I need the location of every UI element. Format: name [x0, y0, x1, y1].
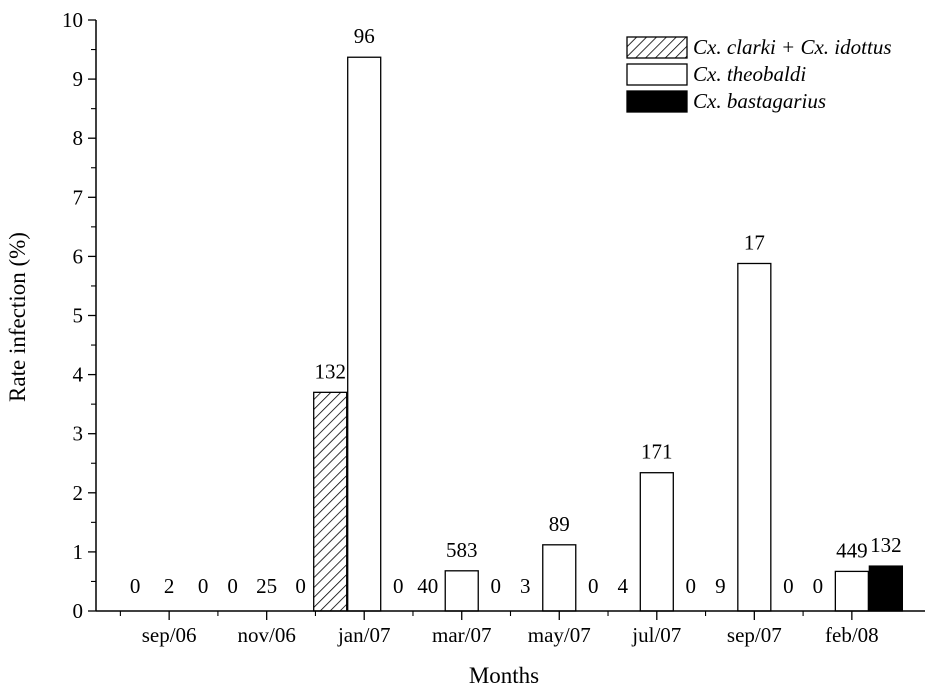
y-tick-label: 4 [73, 363, 84, 387]
data-label: 0 [227, 574, 238, 598]
data-label: 0 [198, 574, 209, 598]
bar [444, 570, 479, 612]
x-axis-title: Months [469, 663, 539, 688]
data-label: 0 [393, 574, 404, 598]
y-tick-label: 8 [73, 126, 84, 150]
x-tick-label: sep/07 [727, 623, 782, 647]
legend-label: Cx. clarki + Cx. idottus [693, 35, 892, 59]
data-label: 17 [744, 230, 765, 254]
bar [639, 472, 674, 612]
data-label: 132 [870, 533, 902, 557]
x-tick-label: feb/08 [825, 623, 879, 647]
y-tick-label: 2 [73, 481, 84, 505]
data-label: 0 [783, 574, 794, 598]
x-tick-label: nov/06 [238, 623, 296, 647]
y-tick-label: 3 [73, 422, 84, 446]
x-tick-label: mar/07 [432, 623, 491, 647]
x-tick-label: jan/07 [337, 623, 391, 647]
y-tick-label: 7 [73, 185, 84, 209]
x-tick-label: sep/06 [142, 623, 197, 647]
y-tick-label: 0 [73, 599, 84, 623]
y-tick-label: 10 [62, 8, 83, 32]
x-tick-label: may/07 [528, 623, 591, 647]
y-tick-label: 1 [73, 540, 84, 564]
legend-swatch [626, 63, 688, 86]
y-tick-label: 9 [73, 67, 84, 91]
data-label: 40 [417, 574, 438, 598]
y-tick-label: 6 [73, 244, 84, 268]
data-label: 4 [618, 574, 629, 598]
data-label: 89 [549, 512, 570, 536]
legend-label: Cx. bastagarius [693, 89, 826, 113]
data-label: 449 [836, 538, 868, 562]
data-label: 0 [295, 574, 306, 598]
legend-swatch [626, 36, 688, 59]
data-label: 9 [715, 574, 726, 598]
legend: Cx. clarki + Cx. idottus Cx. theobaldi Cx.… [626, 35, 892, 113]
bar [868, 565, 904, 612]
data-label: 96 [354, 24, 375, 48]
bar [313, 391, 348, 612]
data-label: 0 [588, 574, 599, 598]
bar [542, 544, 577, 612]
data-label: 25 [256, 574, 277, 598]
data-label: 0 [813, 574, 824, 598]
bar [347, 56, 382, 612]
data-label: 0 [686, 574, 697, 598]
legend-swatch [626, 90, 688, 113]
y-tick-label: 5 [73, 304, 84, 328]
legend-label: Cx. theobaldi [693, 62, 806, 86]
data-label: 132 [314, 359, 346, 383]
data-label: 2 [164, 574, 175, 598]
data-label: 3 [520, 574, 531, 598]
bars-group [313, 56, 904, 612]
data-label: 0 [490, 574, 501, 598]
data-label: 171 [641, 440, 673, 464]
data-label: 583 [446, 538, 478, 562]
x-tick-label: jul/07 [631, 623, 681, 647]
bar [737, 262, 772, 612]
y-axis-title: Rate infection (%) [5, 232, 30, 402]
bar [834, 570, 870, 612]
data-label: 0 [130, 574, 141, 598]
